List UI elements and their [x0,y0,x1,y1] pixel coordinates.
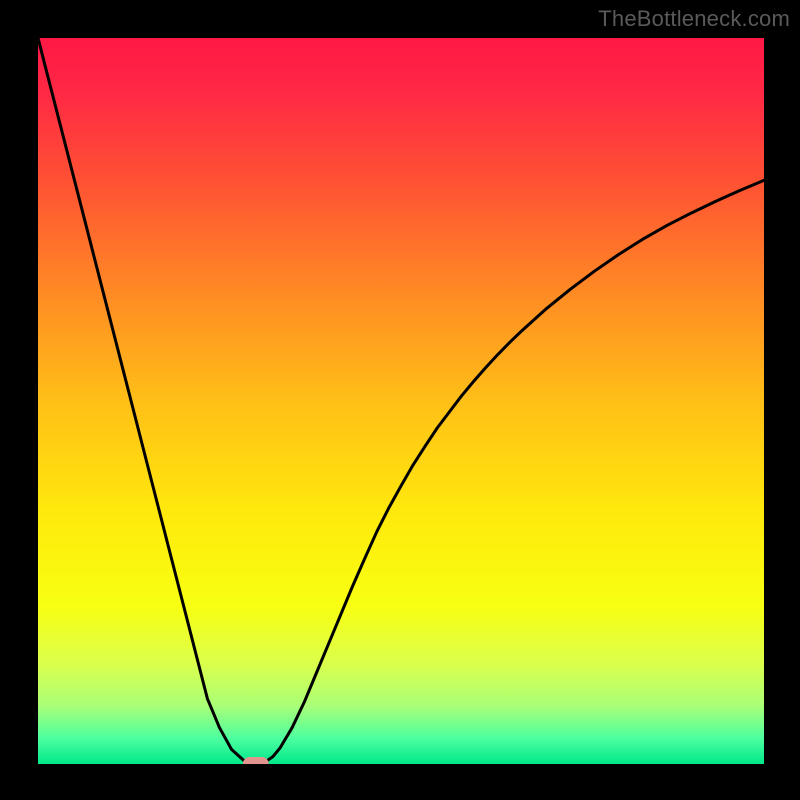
plot-svg [38,38,764,764]
gradient-background [38,38,764,764]
watermark-text: TheBottleneck.com [598,6,790,32]
chart-container: TheBottleneck.com [0,0,800,800]
minimum-marker [243,757,269,764]
plot-area [38,38,764,764]
